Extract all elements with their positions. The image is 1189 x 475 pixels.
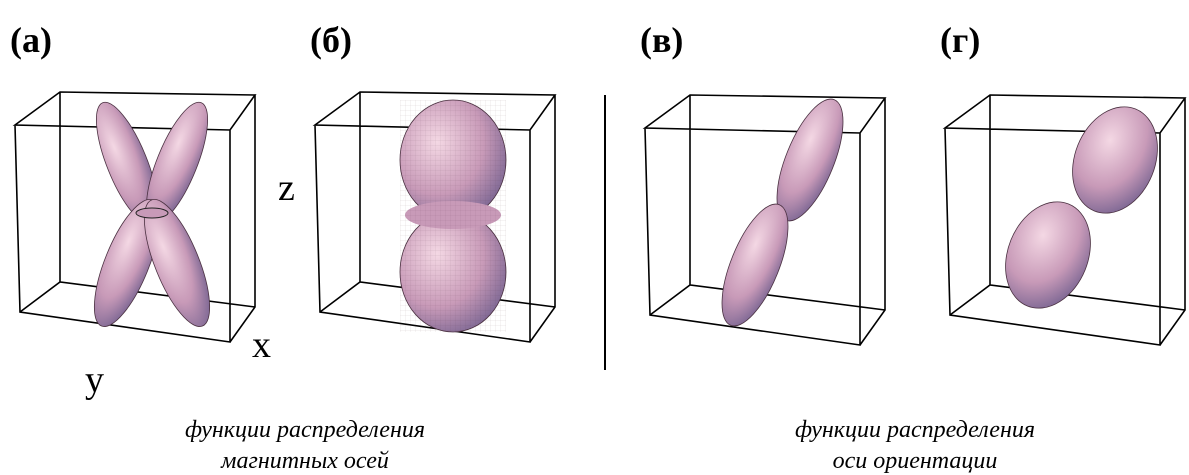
panel-b: [315, 92, 555, 342]
panel-label: (а): [10, 20, 52, 60]
caption: функции распределения: [185, 417, 425, 443]
axis-label: x: [252, 324, 271, 366]
axis-label: y: [85, 359, 104, 401]
axis-label: z: [278, 167, 295, 209]
caption: функции распределения: [795, 417, 1035, 443]
panel-label: (б): [310, 20, 352, 60]
panel-label: (в): [640, 20, 683, 60]
panel-c: [645, 91, 885, 345]
caption: магнитных осей: [220, 448, 389, 474]
caption: оси ориентации: [833, 448, 998, 474]
panel-a: [15, 92, 255, 342]
panel-d: [945, 94, 1185, 345]
panel-label: (г): [940, 20, 980, 60]
figure: (а) (б) (в) (г) z x y функции распределе…: [0, 0, 1189, 475]
